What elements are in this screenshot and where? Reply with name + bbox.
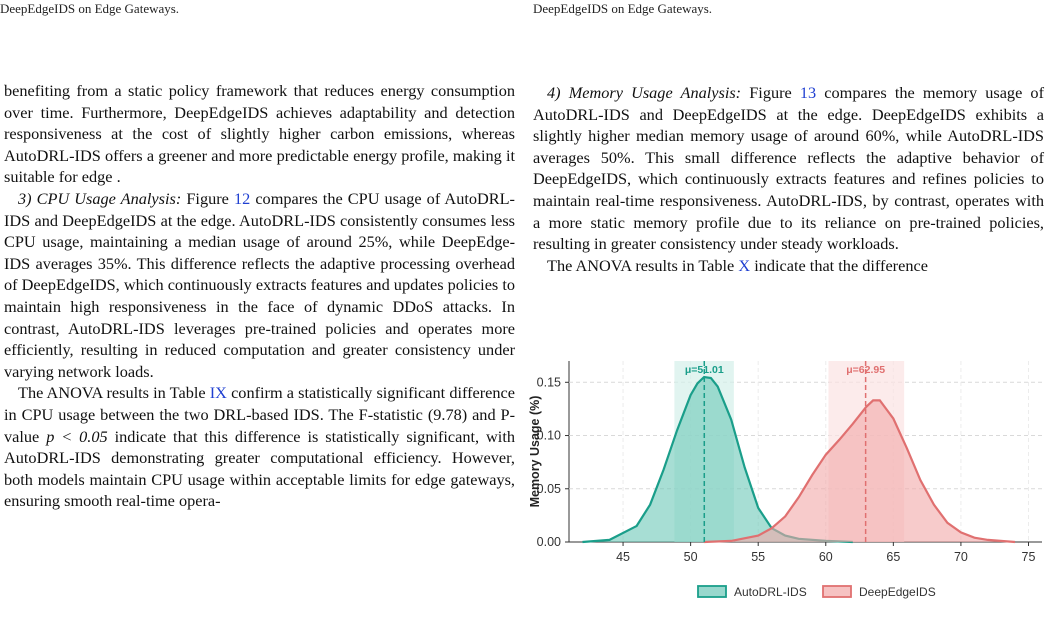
table-ix-link[interactable]: IX bbox=[209, 383, 227, 403]
text-run: Figure bbox=[741, 83, 800, 102]
left-column: benefiting from a static policy framewor… bbox=[4, 80, 515, 512]
figure-12-link[interactable]: 12 bbox=[233, 188, 251, 208]
running-header-right: DeepEdgeIDS on Edge Gateways. bbox=[533, 1, 713, 16]
density-line-deepedgeids bbox=[704, 399, 1016, 544]
anova-memory-paragraph: The ANOVA results in Table X indicate th… bbox=[533, 255, 1044, 277]
left-paragraph-1: benefiting from a static policy framewor… bbox=[4, 81, 515, 187]
text-run: compares the mem­ory usage of AutoDRL-ID… bbox=[533, 83, 1044, 254]
density-area-autodrl-ids bbox=[582, 377, 853, 542]
memory-usage-density-chart: 0.00 0.05 0.10 0.15 45 50 55 60 65 70 75 Memory Usa… bbox=[528, 361, 1042, 599]
y-tick-label: 0.15 bbox=[537, 375, 561, 389]
p-value-math: p < 0.05 bbox=[46, 426, 108, 446]
memory-usage-heading: 4) Memory Usage Analysis: bbox=[547, 83, 742, 102]
text-run: compares the CPU usage of AutoDRL-IDS an… bbox=[4, 188, 515, 381]
anova-cpu-paragraph: The ANOVA results in Table IX confirm a … bbox=[4, 382, 515, 512]
x-tick-label: 60 bbox=[819, 550, 833, 564]
cpu-usage-heading: 3) CPU Usage Analysis: bbox=[18, 188, 182, 208]
text-run: Figure bbox=[181, 188, 234, 208]
table-x-link[interactable]: X bbox=[738, 255, 751, 275]
legend-swatch-deepedgeids bbox=[822, 585, 852, 598]
text-run: indicate that the difference bbox=[750, 255, 928, 275]
density-area-deepedgeids bbox=[704, 400, 1015, 542]
memory-usage-figure: 0.00 0.05 0.10 0.15 45 50 55 60 65 70 75 Memory Usa… bbox=[517, 345, 1046, 625]
x-tick-label: 50 bbox=[684, 550, 698, 564]
x-tick-label: 65 bbox=[886, 550, 900, 564]
y-axis-label: Memory Usage (%) bbox=[528, 396, 542, 508]
mean-label-deepedgeids: μ=62.95 bbox=[846, 364, 885, 376]
y-tick-label: 0.10 bbox=[537, 429, 561, 443]
x-tick-label: 55 bbox=[751, 550, 765, 564]
memory-usage-paragraph: 4) Memory Usage Analysis: Figure 13 comp… bbox=[533, 82, 1044, 255]
legend-label-autodrl-ids: AutoDRL-IDS bbox=[734, 585, 807, 599]
text-run: confirm a statistically significant diff… bbox=[4, 383, 516, 446]
text-run: indicate that this difference is statist… bbox=[4, 426, 515, 511]
cpu-usage-paragraph: 3) CPU Usage Analysis: Figure 12 compare… bbox=[4, 188, 515, 382]
y-tick-label: 0.05 bbox=[537, 482, 561, 496]
mean-label-autodrl-ids: μ=51.01 bbox=[685, 364, 724, 376]
running-header-left: DeepEdgeIDS on Edge Gateways. bbox=[0, 1, 180, 16]
x-tick-label: 75 bbox=[1022, 550, 1036, 564]
y-tick-label: 0.00 bbox=[537, 535, 561, 549]
x-tick-label: 70 bbox=[954, 550, 968, 564]
text-run: The ANOVA results in Table bbox=[547, 255, 739, 275]
legend-label-deepedgeids: DeepEdgeIDS bbox=[859, 585, 936, 599]
text-run: The ANOVA results in Table bbox=[18, 383, 210, 403]
right-column: 4) Memory Usage Analysis: Figure 13 comp… bbox=[533, 82, 1044, 276]
x-tick-label: 45 bbox=[616, 550, 630, 564]
figure-13-link[interactable]: 13 bbox=[799, 83, 817, 102]
legend-swatch-autodrl-ids bbox=[697, 585, 727, 598]
